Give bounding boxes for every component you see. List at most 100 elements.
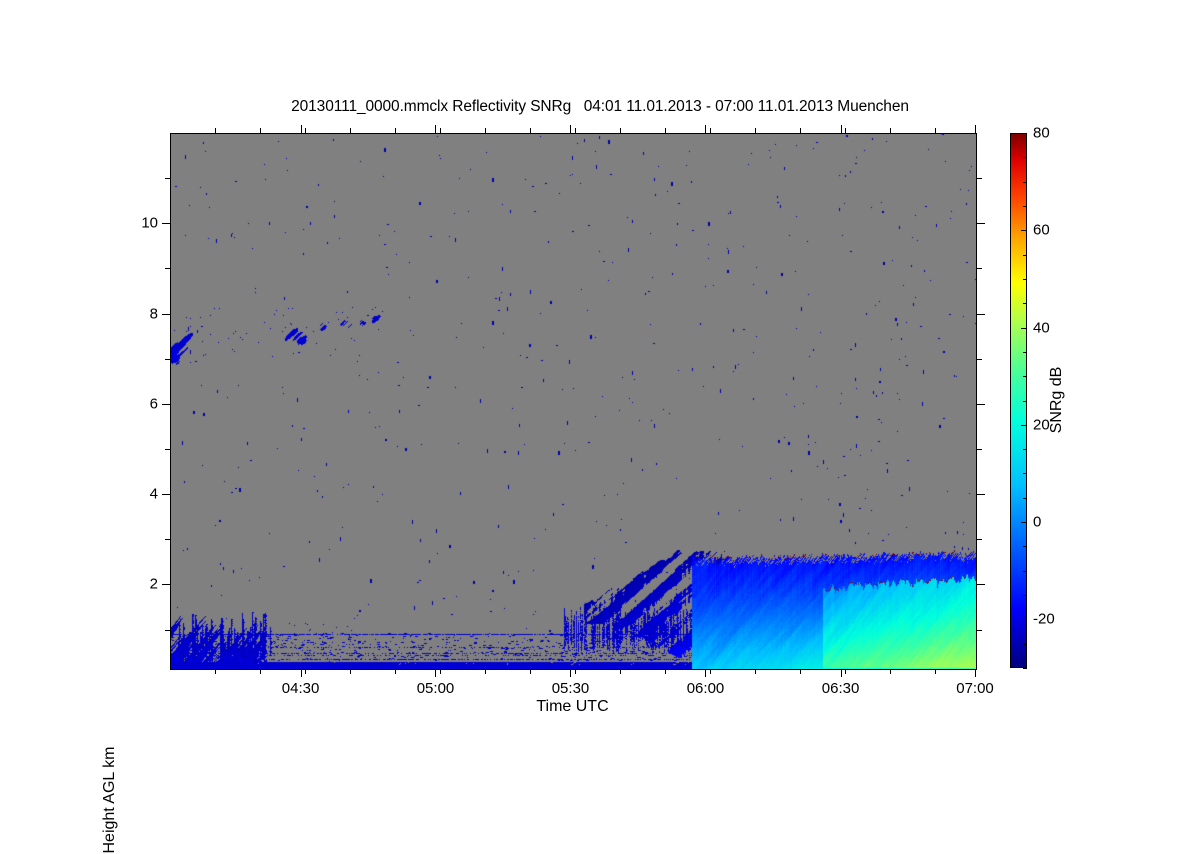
x-tick-minor-top — [844, 128, 846, 133]
x-tick-minor — [664, 669, 666, 674]
y-tick-major-right — [977, 494, 985, 496]
x-tick-label: 05:00 — [416, 680, 455, 697]
x-tick-minor-top — [349, 128, 351, 133]
colorbar-tick-minor — [1023, 181, 1027, 183]
x-tick-minor — [259, 669, 261, 674]
x-tick-minor-top — [574, 128, 576, 133]
x-tick-minor-top — [304, 128, 306, 133]
x-tick-major-top — [975, 125, 976, 133]
colorbar-tick-minor — [1023, 351, 1027, 353]
colorbar-tick — [1021, 522, 1027, 524]
x-tick-minor — [889, 669, 891, 674]
x-tick-minor — [799, 669, 801, 674]
x-tick-minor — [844, 669, 846, 674]
colorbar-title: SNRg dB — [1048, 366, 1065, 434]
colorbar-tick-minor — [1023, 205, 1027, 207]
x-tick-minor — [214, 669, 216, 674]
y-tick-minor-right — [977, 629, 982, 631]
x-tick-minor — [349, 669, 351, 674]
colorbar-tick-minor — [1023, 449, 1027, 451]
colorbar-tick-minor — [1023, 570, 1027, 572]
y-tick-label: 10 — [141, 214, 158, 232]
y-tick-minor-right — [977, 539, 982, 541]
y-tick-major-right — [977, 403, 985, 405]
colorbar-tick — [1021, 230, 1027, 232]
x-tick-label: 07:00 — [956, 680, 994, 697]
y-tick-minor-right — [977, 178, 982, 180]
colorbar-tick-label: 20 — [1033, 416, 1050, 434]
x-tick-major-top — [435, 125, 437, 133]
y-tick-minor-right — [977, 268, 982, 270]
colorbar-tick — [1021, 133, 1027, 134]
reflectivity-heatmap-canvas — [171, 134, 976, 669]
colorbar-tick-minor — [1023, 157, 1027, 159]
colorbar-tick-label: 60 — [1033, 221, 1050, 239]
colorbar-tick-minor — [1023, 643, 1027, 645]
colorbar-tick-minor — [1023, 376, 1027, 378]
x-tick-minor — [394, 669, 396, 674]
y-tick-label: 6 — [149, 395, 158, 413]
y-tick-major-right — [977, 313, 985, 315]
x-tick-minor-top — [394, 128, 396, 133]
x-tick-minor-top — [439, 128, 441, 133]
colorbar-tick-minor — [1023, 546, 1027, 548]
colorbar-tick-minor — [1023, 497, 1027, 499]
y-tick-minor — [165, 629, 170, 631]
plot-area[interactable] — [170, 133, 977, 670]
x-tick-minor-top — [619, 128, 621, 133]
x-tick-minor — [709, 669, 711, 674]
y-tick-minor-right — [977, 449, 982, 451]
colorbar-tick-minor — [1023, 303, 1027, 305]
y-tick-label: 2 — [149, 575, 158, 593]
x-tick-minor — [754, 669, 756, 674]
x-tick-minor-top — [754, 128, 756, 133]
x-tick-minor — [529, 669, 531, 674]
x-tick-minor-top — [484, 128, 486, 133]
y-tick-major — [162, 223, 170, 225]
colorbar-tick-minor — [1023, 595, 1027, 597]
colorbar-tick-minor — [1023, 668, 1027, 669]
x-tick-minor — [304, 669, 306, 674]
x-tick-minor — [574, 669, 576, 674]
colorbar-tick — [1021, 424, 1027, 426]
x-tick-major — [300, 669, 302, 677]
y-tick-major-right — [977, 223, 985, 225]
x-tick-major — [705, 669, 707, 677]
y-axis-title: Height AGL km — [101, 746, 118, 854]
x-tick-major-top — [570, 125, 572, 133]
y-tick-major — [162, 494, 170, 496]
colorbar-tick-label: 40 — [1033, 319, 1050, 337]
x-tick-major — [435, 669, 437, 677]
x-tick-minor — [934, 669, 936, 674]
page-title: 20130111_0000.mmclx Reflectivity SNRg 04… — [291, 98, 909, 115]
y-tick-minor — [165, 449, 170, 451]
x-tick-minor-top — [214, 128, 216, 133]
colorbar-tick — [1021, 619, 1027, 621]
x-tick-major-top — [840, 125, 842, 133]
x-tick-major-top — [300, 125, 302, 133]
radar-reflectivity-figure: 20130111_0000.mmclx Reflectivity SNRg 04… — [101, 98, 1065, 854]
y-tick-minor — [165, 358, 170, 360]
y-tick-major — [162, 403, 170, 405]
colorbar-tick-minor — [1023, 254, 1027, 256]
x-tick-label: 06:00 — [686, 680, 725, 697]
x-tick-major — [570, 669, 572, 677]
x-tick-minor-top — [529, 128, 531, 133]
y-tick-label: 8 — [149, 305, 158, 323]
y-tick-minor — [165, 539, 170, 541]
x-tick-minor-top — [664, 128, 666, 133]
x-tick-minor-top — [709, 128, 711, 133]
y-tick-minor — [165, 178, 170, 180]
colorbar-tick — [1021, 327, 1027, 329]
x-tick-minor-top — [259, 128, 261, 133]
x-tick-minor-top — [889, 128, 891, 133]
x-axis-title: Time UTC — [536, 698, 609, 715]
colorbar-tick-label: 80 — [1033, 124, 1050, 142]
x-tick-minor-top — [934, 128, 936, 133]
colorbar-tick-minor — [1023, 473, 1027, 475]
x-tick-major — [975, 669, 976, 677]
x-tick-major — [840, 669, 842, 677]
x-tick-label: 05:30 — [551, 680, 590, 697]
y-tick-minor-right — [977, 358, 982, 360]
colorbar-tick-label: -20 — [1033, 610, 1055, 628]
